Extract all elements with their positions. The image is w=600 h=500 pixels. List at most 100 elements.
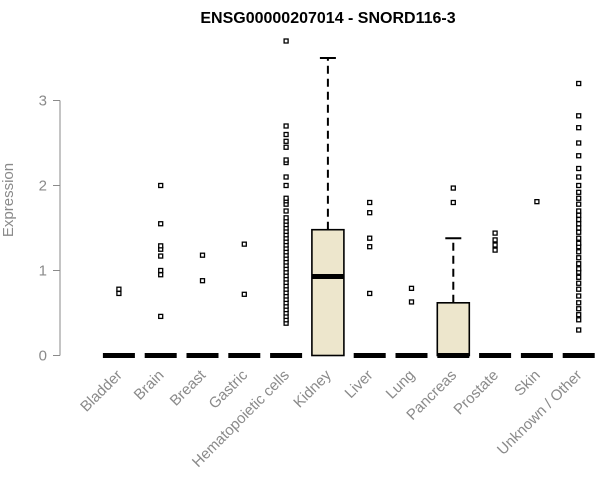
outlier-point bbox=[576, 113, 582, 119]
outlier-point bbox=[158, 267, 164, 274]
outlier-point bbox=[576, 189, 582, 195]
outlier-point bbox=[576, 317, 582, 323]
outlier-point bbox=[576, 300, 582, 306]
outlier-point bbox=[116, 290, 122, 297]
outlier-point bbox=[367, 210, 373, 216]
outlier-point bbox=[576, 195, 582, 201]
outlier-point bbox=[283, 208, 289, 214]
outlier-point bbox=[241, 291, 247, 297]
box-skin bbox=[520, 198, 553, 358]
outlier-point bbox=[283, 174, 289, 180]
outlier-point bbox=[450, 185, 456, 191]
outlier-point bbox=[158, 253, 164, 259]
x-category-label: Bladder bbox=[77, 367, 126, 416]
y-tick-label: 2 bbox=[39, 178, 47, 195]
y-axis-label: Expression bbox=[0, 163, 17, 237]
box-pancreas bbox=[436, 185, 471, 358]
box-liver bbox=[353, 199, 386, 358]
outlier-point bbox=[576, 274, 582, 280]
outlier-point bbox=[367, 199, 373, 206]
outlier-point bbox=[283, 138, 289, 144]
outlier-point bbox=[408, 285, 415, 292]
outlier-point bbox=[283, 182, 289, 189]
y-tick-label: 3 bbox=[39, 93, 47, 110]
outlier-point bbox=[576, 221, 582, 227]
outlier-point bbox=[492, 237, 498, 243]
outlier-point bbox=[408, 299, 415, 305]
x-category-label: Kidney bbox=[290, 366, 335, 411]
outlier-point bbox=[576, 306, 582, 312]
box-hematopoietic-cells bbox=[270, 38, 303, 358]
x-category-label: Skin bbox=[511, 367, 544, 400]
outlier-point bbox=[576, 165, 582, 172]
outlier-point bbox=[576, 286, 582, 292]
outlier-point bbox=[576, 125, 582, 131]
x-category-label: Lung bbox=[383, 367, 419, 403]
outlier-point bbox=[283, 38, 289, 44]
box-lung bbox=[395, 285, 428, 358]
outlier-point bbox=[158, 313, 164, 320]
box-prostate bbox=[479, 230, 512, 358]
outlier-point bbox=[283, 123, 289, 129]
outlier-point bbox=[576, 216, 582, 223]
outlier-point bbox=[576, 80, 582, 87]
outlier-point bbox=[158, 243, 164, 249]
outlier-point bbox=[492, 242, 498, 248]
outlier-point bbox=[158, 221, 164, 227]
outlier-point bbox=[576, 255, 582, 261]
outlier-point bbox=[576, 327, 582, 333]
box-bladder bbox=[102, 286, 135, 358]
outlier-point bbox=[283, 195, 289, 201]
outlier-point bbox=[576, 261, 582, 267]
outlier-point bbox=[450, 199, 456, 206]
box-body bbox=[311, 228, 345, 357]
x-category-label: Liver bbox=[342, 367, 377, 402]
box-gastric bbox=[228, 241, 261, 358]
outlier-point bbox=[576, 235, 582, 241]
box-breast bbox=[186, 252, 219, 358]
box-body bbox=[436, 301, 471, 357]
y-tick-label: 1 bbox=[39, 263, 47, 280]
outlier-point bbox=[283, 215, 289, 221]
outlier-point bbox=[241, 241, 247, 247]
outlier-point bbox=[576, 266, 582, 272]
outlier-point bbox=[576, 174, 582, 180]
outlier-point bbox=[492, 230, 498, 236]
boxes-group bbox=[102, 38, 595, 358]
outlier-point bbox=[576, 225, 582, 231]
outlier-point bbox=[534, 198, 540, 205]
x-category-label: Prostate bbox=[450, 367, 502, 419]
outlier-point bbox=[367, 235, 373, 241]
outlier-point bbox=[576, 182, 582, 189]
outlier-point bbox=[576, 212, 582, 218]
outlier-point bbox=[576, 201, 582, 207]
box-kidney bbox=[311, 57, 345, 357]
outlier-point bbox=[492, 247, 498, 253]
outlier-point bbox=[576, 240, 582, 246]
x-category-label: Brain bbox=[131, 367, 168, 404]
outlier-point bbox=[576, 280, 582, 286]
outlier-point bbox=[576, 153, 582, 159]
outlier-point bbox=[158, 272, 164, 278]
outlier-point bbox=[367, 290, 373, 297]
outlier-point bbox=[283, 144, 289, 150]
chart-title: ENSG00000207014 - SNORD116-3 bbox=[200, 10, 455, 27]
outlier-point bbox=[367, 244, 373, 250]
box-brain bbox=[144, 182, 177, 358]
outlier-point bbox=[199, 252, 206, 258]
outlier-point bbox=[158, 182, 164, 189]
x-category-label: Breast bbox=[167, 366, 210, 409]
box-unknown-other bbox=[562, 80, 595, 358]
y-tick-label: 0 bbox=[39, 348, 47, 365]
outlier-point bbox=[576, 229, 582, 235]
outlier-point bbox=[576, 140, 582, 146]
outlier-point bbox=[199, 278, 206, 284]
outlier-point bbox=[576, 249, 582, 255]
y-axis: 0 1 2 3 bbox=[39, 93, 61, 365]
outlier-point bbox=[116, 286, 122, 292]
outlier-point bbox=[283, 131, 289, 138]
outlier-point bbox=[576, 208, 582, 214]
outlier-point bbox=[283, 157, 289, 163]
